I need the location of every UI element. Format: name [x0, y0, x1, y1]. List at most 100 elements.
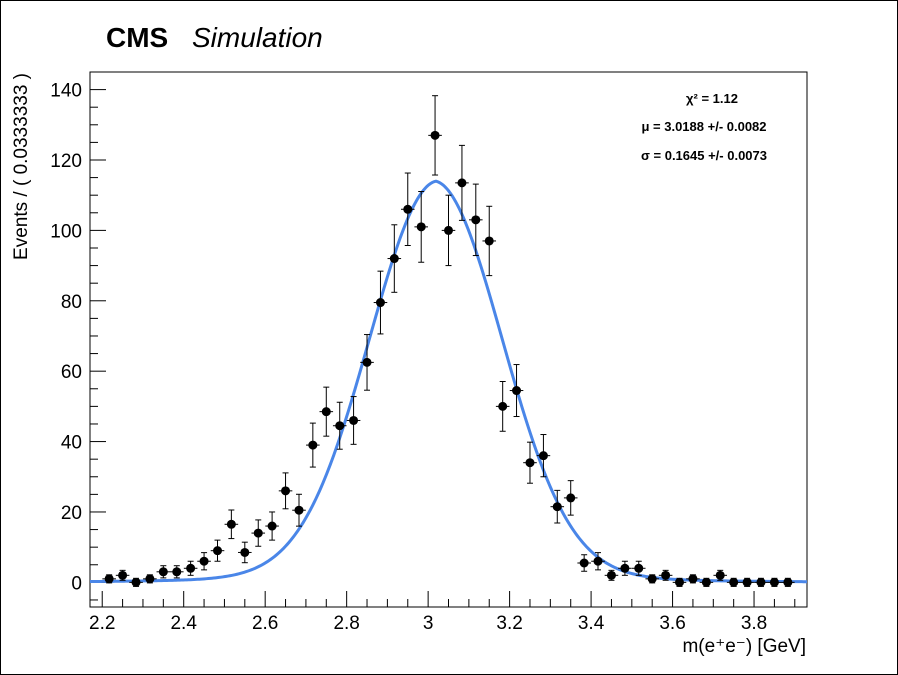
data-marker [661, 570, 671, 580]
data-point [699, 577, 714, 587]
data-marker [281, 486, 291, 496]
data-marker [484, 236, 494, 246]
data-point [455, 144, 469, 221]
data-points-layer [102, 95, 795, 587]
data-point [115, 569, 130, 581]
data-point [387, 224, 402, 293]
data-point [224, 509, 239, 540]
x-tick-label: 2.6 [252, 613, 278, 634]
data-marker [308, 440, 318, 450]
data-marker [647, 574, 657, 584]
y-tick-label: 140 [50, 81, 82, 102]
data-point [143, 574, 157, 584]
data-marker [416, 222, 426, 232]
data-point [509, 364, 524, 418]
data-point [645, 574, 659, 584]
data-point [713, 569, 728, 581]
data-marker [294, 505, 304, 515]
data-marker [213, 546, 223, 556]
data-marker [457, 178, 467, 188]
data-point [183, 560, 198, 576]
data-point [767, 577, 782, 587]
data-marker [199, 556, 209, 566]
data-marker [375, 298, 385, 308]
fit-curve [89, 179, 808, 584]
data-marker [538, 451, 548, 461]
data-point [658, 569, 673, 581]
data-marker [471, 215, 481, 225]
data-point [414, 190, 428, 263]
data-marker [158, 567, 168, 577]
data-marker [674, 577, 684, 587]
experiment-label: CMS [106, 22, 168, 53]
data-marker [742, 577, 752, 587]
data-point [306, 422, 320, 468]
data-point [686, 574, 700, 584]
data-marker [240, 547, 250, 557]
x-tick-label: 3.8 [741, 613, 767, 634]
data-point [238, 541, 252, 564]
data-point [319, 386, 334, 437]
data-marker [566, 493, 576, 503]
data-marker [688, 574, 698, 584]
x-tick-label: 2.4 [170, 613, 197, 634]
data-marker [118, 570, 128, 580]
x-tick-label: 2.2 [89, 613, 115, 634]
data-point [781, 577, 795, 587]
data-point [482, 205, 497, 277]
data-marker [715, 570, 725, 580]
y-axis-title: Events / ( 0.0333333 ) [11, 73, 32, 260]
data-point [428, 95, 442, 176]
data-point [292, 493, 306, 527]
data-marker [444, 225, 453, 235]
simulation-label: Simulation [192, 22, 323, 53]
x-tick-label: 3.6 [659, 613, 685, 634]
x-tick-label: 2.8 [333, 613, 359, 634]
data-marker [145, 574, 155, 584]
data-point [577, 554, 591, 572]
data-marker [593, 556, 603, 566]
data-point [631, 560, 646, 576]
data-point [346, 396, 361, 445]
y-tick-label: 40 [61, 433, 82, 454]
data-point [441, 194, 456, 267]
data-marker [430, 130, 440, 140]
data-marker [226, 519, 236, 529]
data-point [618, 560, 632, 576]
data-marker [606, 570, 616, 580]
data-point [754, 577, 768, 587]
data-point [251, 519, 266, 547]
data-point [672, 577, 687, 587]
data-marker [186, 563, 196, 573]
fit-curve-layer [89, 179, 808, 584]
data-point [495, 380, 510, 432]
data-marker [349, 415, 359, 425]
y-tick-labels: 0 20 40 60 80 100 120 140 [50, 81, 82, 595]
data-point [726, 577, 741, 587]
data-marker [552, 502, 562, 512]
data-marker [512, 386, 522, 396]
data-marker [403, 204, 413, 214]
sigma-stat: σ = 0.1645 +/- 0.0073 [641, 148, 767, 163]
x-tick-label: 3 [423, 613, 434, 634]
data-point [523, 441, 537, 484]
data-point [373, 270, 388, 335]
y-tick-label: 100 [50, 221, 82, 242]
x-tick-label: 3.4 [578, 613, 605, 634]
data-point [591, 552, 605, 571]
data-point [469, 183, 483, 257]
data-point [156, 565, 171, 579]
data-point [169, 565, 184, 579]
data-marker [389, 254, 399, 264]
y-tick-label: 80 [61, 292, 82, 313]
data-marker [321, 407, 331, 417]
data-marker [579, 558, 589, 568]
data-point [102, 574, 116, 584]
data-point [604, 569, 619, 581]
y-tick-label: 0 [71, 573, 82, 594]
data-point [265, 511, 279, 541]
data-marker [335, 421, 345, 431]
data-marker [104, 574, 114, 584]
